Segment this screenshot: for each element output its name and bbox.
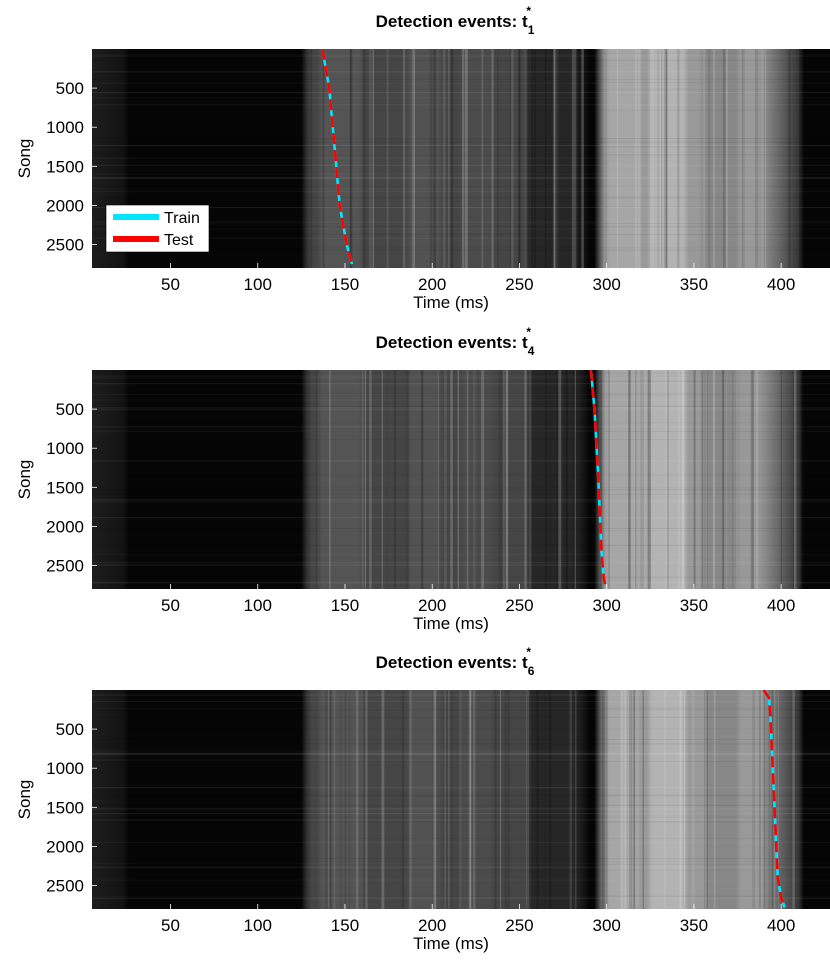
x-tick-label: 150 — [331, 916, 359, 935]
detection-curves — [321, 49, 354, 265]
x-tick-label: 300 — [592, 596, 620, 615]
title-symbol: t — [522, 333, 528, 352]
heatmap-texture — [92, 690, 830, 909]
detection-curves — [589, 370, 607, 586]
series-test-line — [321, 49, 354, 265]
heatmap-image — [92, 690, 830, 909]
y-tick-label: 1000 — [46, 759, 84, 778]
panel-2: 50 100 150 200 250 300 350 400 500 1000 1500 2000 25… — [15, 325, 830, 633]
y-tick-label: 500 — [56, 720, 84, 739]
heatmap-texture — [92, 49, 830, 268]
axes: 50 100 150 200 250 300 350 400 500 1000 1500 2000 25… — [15, 79, 795, 312]
title-symbol: t — [522, 12, 528, 31]
heatmap-image — [92, 370, 830, 589]
title-subscript: 1 — [528, 23, 535, 37]
y-axis-label: Song — [15, 139, 34, 179]
x-tick-label: 150 — [331, 596, 359, 615]
x-tick-label: 50 — [161, 596, 180, 615]
legend: Train Test — [105, 204, 210, 253]
heatmap-texture — [92, 370, 830, 589]
title-superscript: * — [526, 645, 531, 659]
x-tick-label: 250 — [505, 596, 533, 615]
x-tick-label: 100 — [244, 275, 272, 294]
detection-curves — [762, 690, 786, 908]
x-tick-label: 400 — [767, 275, 795, 294]
x-tick-label: 350 — [680, 596, 708, 615]
y-axis-label: Song — [15, 460, 34, 500]
x-tick-label: 400 — [767, 596, 795, 615]
panel-title: Detection events: t6 * — [376, 645, 535, 678]
title-text: Detection events: — [376, 653, 522, 672]
x-tick-label: 100 — [244, 596, 272, 615]
x-tick-label: 300 — [592, 275, 620, 294]
y-tick-label: 2000 — [46, 196, 84, 215]
x-tick-label: 100 — [244, 916, 272, 935]
x-tick-label: 150 — [331, 275, 359, 294]
panel-1: 50 100 150 200 250 300 350 400 500 1000 1500 2000 25… — [15, 4, 830, 312]
x-tick-label: 200 — [418, 275, 446, 294]
y-tick-label: 1500 — [46, 157, 84, 176]
y-tick-label: 2000 — [46, 517, 84, 536]
x-tick-label: 300 — [592, 916, 620, 935]
panel-title: Detection events: t4 * — [376, 325, 535, 358]
title-superscript: * — [526, 4, 531, 18]
axes: 50 100 150 200 250 300 350 400 500 1000 1500 2000 25… — [15, 400, 795, 633]
y-tick-label: 2500 — [46, 557, 84, 576]
y-tick-label: 500 — [56, 79, 84, 98]
x-tick-label: 350 — [680, 916, 708, 935]
panel-title: Detection events: t1 * — [376, 4, 535, 37]
legend-label-train: Train — [164, 210, 200, 227]
y-tick-label: 2500 — [46, 877, 84, 896]
series-test-line — [762, 690, 786, 908]
y-tick-label: 1000 — [46, 439, 84, 458]
y-tick-label: 1500 — [46, 478, 84, 497]
y-axis-label: Song — [15, 780, 34, 820]
x-tick-label: 50 — [161, 916, 180, 935]
y-tick-label: 500 — [56, 400, 84, 419]
x-axis-label: Time (ms) — [413, 614, 489, 633]
panel-3: 50 100 150 200 250 300 350 400 500 1000 1500 2000 25… — [15, 645, 830, 953]
x-tick-label: 250 — [505, 275, 533, 294]
y-tick-label: 1500 — [46, 798, 84, 817]
y-tick-label: 1000 — [46, 118, 84, 137]
x-tick-label: 200 — [418, 596, 446, 615]
title-subscript: 4 — [528, 344, 535, 358]
x-tick-label: 200 — [418, 916, 446, 935]
x-tick-label: 250 — [505, 916, 533, 935]
title-superscript: * — [526, 325, 531, 339]
title-subscript: 6 — [528, 664, 535, 678]
y-tick-label: 2000 — [46, 837, 84, 856]
y-tick-label: 2500 — [46, 236, 84, 255]
title-symbol: t — [522, 653, 528, 672]
legend-label-test: Test — [164, 232, 194, 249]
x-tick-label: 50 — [161, 275, 180, 294]
title-text: Detection events: — [376, 333, 522, 352]
x-tick-label: 350 — [680, 275, 708, 294]
axes: 50 100 150 200 250 300 350 400 500 1000 1500 2000 25… — [15, 720, 795, 953]
title-text: Detection events: — [376, 12, 522, 31]
x-axis-label: Time (ms) — [413, 934, 489, 953]
x-axis-label: Time (ms) — [413, 293, 489, 312]
series-test-line — [589, 370, 607, 586]
x-tick-label: 400 — [767, 916, 795, 935]
heatmap-image — [92, 49, 830, 268]
